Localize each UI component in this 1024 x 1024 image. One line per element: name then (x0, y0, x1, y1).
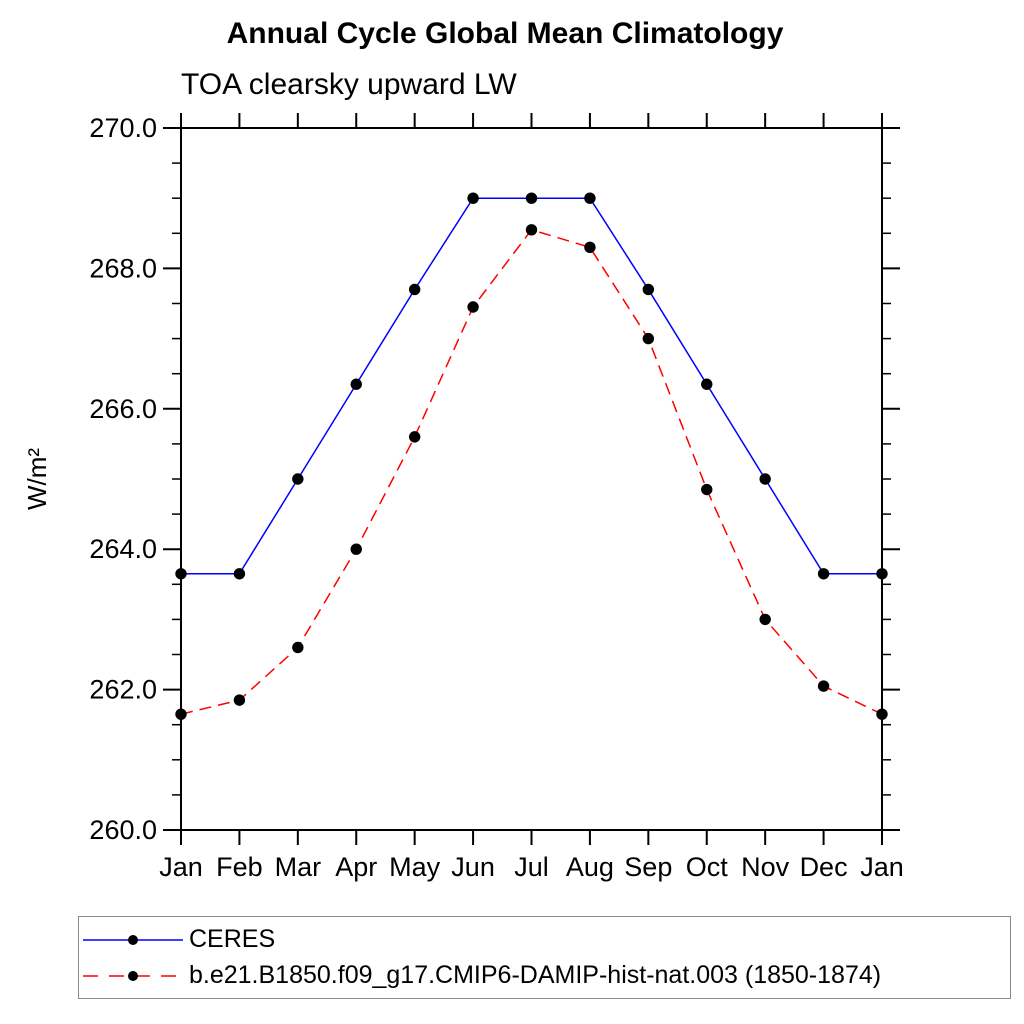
ceres-data-point-marker (584, 192, 596, 204)
x-tick-label: Nov (741, 852, 790, 882)
ceres-data-point-marker (467, 192, 479, 204)
legend-swatch-model (83, 970, 183, 981)
y-tick-label: 266.0 (89, 394, 157, 424)
ceres-legend-marker (128, 934, 138, 945)
y-axis-unit-label: W/m² (22, 448, 52, 510)
y-tick-label: 270.0 (89, 113, 157, 143)
model-data-point-marker (350, 543, 362, 555)
ceres-data-point-marker (408, 283, 421, 296)
y-tick-label: 268.0 (89, 253, 157, 283)
model-data-point-marker (817, 680, 830, 692)
model-legend-marker (128, 970, 138, 981)
model-data-point-marker (233, 694, 246, 706)
ceres-data-point-marker (642, 283, 655, 296)
model-data-point-marker (584, 241, 596, 254)
legend-box: CERES b.e21.B1850.f09_g17.CMIP6-DAMIP-hi… (78, 916, 1011, 999)
model-data-point-marker (642, 332, 655, 345)
ceres-data-point-marker (350, 378, 362, 390)
ceres-data-point-marker (759, 473, 771, 485)
model-data-point-marker (292, 641, 304, 654)
legend-item-ceres: CERES (83, 925, 1010, 953)
x-tick-label: Jan (860, 852, 904, 882)
legend-label-ceres: CERES (189, 925, 276, 953)
model-series-line (180, 228, 883, 715)
y-tick-label: 260.0 (89, 815, 157, 845)
x-tick-label: Jun (451, 852, 495, 882)
ceres-data-point-marker (701, 378, 713, 390)
ceres-series-line (181, 197, 882, 575)
x-tick-label: Sep (624, 852, 672, 882)
model-data-point-marker (876, 708, 888, 720)
ceres-data-point-marker (876, 568, 888, 580)
chart-subtitle: TOA clearsky upward LW (181, 68, 517, 101)
ceres-data-point-marker (817, 568, 830, 580)
model-data-point-marker (408, 431, 421, 443)
model-data-point-marker (701, 483, 713, 496)
x-tick-label: Oct (686, 852, 729, 882)
x-tick-label: Apr (335, 852, 377, 882)
x-tick-label: Jan (159, 852, 203, 882)
x-tick-label: Jul (514, 852, 549, 882)
model-data-point-marker (525, 224, 538, 236)
ceres-data-point-marker (233, 568, 246, 580)
chart-title: Annual Cycle Global Mean Climatology (226, 17, 784, 50)
y-tick-label: 262.0 (89, 675, 157, 705)
model-data-point-marker (467, 301, 479, 313)
model-data-point-marker (759, 613, 771, 626)
legend-item-model: b.e21.B1850.f09_g17.CMIP6-DAMIP-hist-nat… (83, 961, 1010, 989)
x-tick-label: Feb (216, 852, 263, 882)
ceres-data-point-marker (292, 473, 304, 485)
ceres-data-point-marker (525, 192, 538, 204)
x-tick-label: Mar (275, 852, 322, 882)
x-tick-label: May (389, 852, 441, 882)
ceres-data-point-marker (175, 568, 187, 580)
model-data-point-marker (175, 708, 187, 720)
legend-swatch-ceres (83, 934, 183, 945)
y-tick-label: 264.0 (89, 534, 157, 564)
x-tick-label: Dec (800, 852, 848, 882)
legend-label-model: b.e21.B1850.f09_g17.CMIP6-DAMIP-hist-nat… (189, 961, 882, 989)
x-tick-label: Aug (566, 852, 614, 882)
